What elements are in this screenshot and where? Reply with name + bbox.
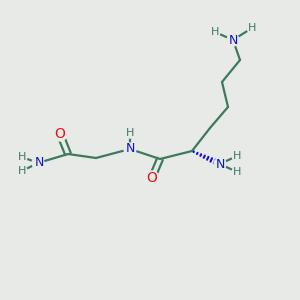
- Text: H: H: [233, 167, 241, 177]
- Circle shape: [32, 157, 44, 169]
- Circle shape: [210, 27, 220, 37]
- Text: N: N: [34, 157, 44, 169]
- Circle shape: [214, 158, 226, 170]
- Text: H: H: [233, 151, 241, 161]
- Text: H: H: [248, 23, 256, 33]
- Circle shape: [53, 127, 67, 141]
- Circle shape: [232, 151, 242, 161]
- Circle shape: [125, 128, 135, 138]
- Circle shape: [227, 34, 239, 46]
- Text: H: H: [18, 152, 26, 162]
- Circle shape: [17, 152, 27, 162]
- Text: N: N: [215, 158, 225, 170]
- Text: O: O: [147, 171, 158, 185]
- Text: H: H: [18, 166, 26, 176]
- Circle shape: [247, 23, 257, 33]
- Circle shape: [124, 143, 136, 155]
- Text: N: N: [228, 34, 238, 46]
- Text: H: H: [211, 27, 219, 37]
- Circle shape: [17, 166, 27, 176]
- Circle shape: [145, 171, 159, 185]
- Circle shape: [232, 167, 242, 177]
- Text: N: N: [125, 142, 135, 155]
- Text: O: O: [55, 127, 65, 141]
- Text: H: H: [126, 128, 134, 138]
